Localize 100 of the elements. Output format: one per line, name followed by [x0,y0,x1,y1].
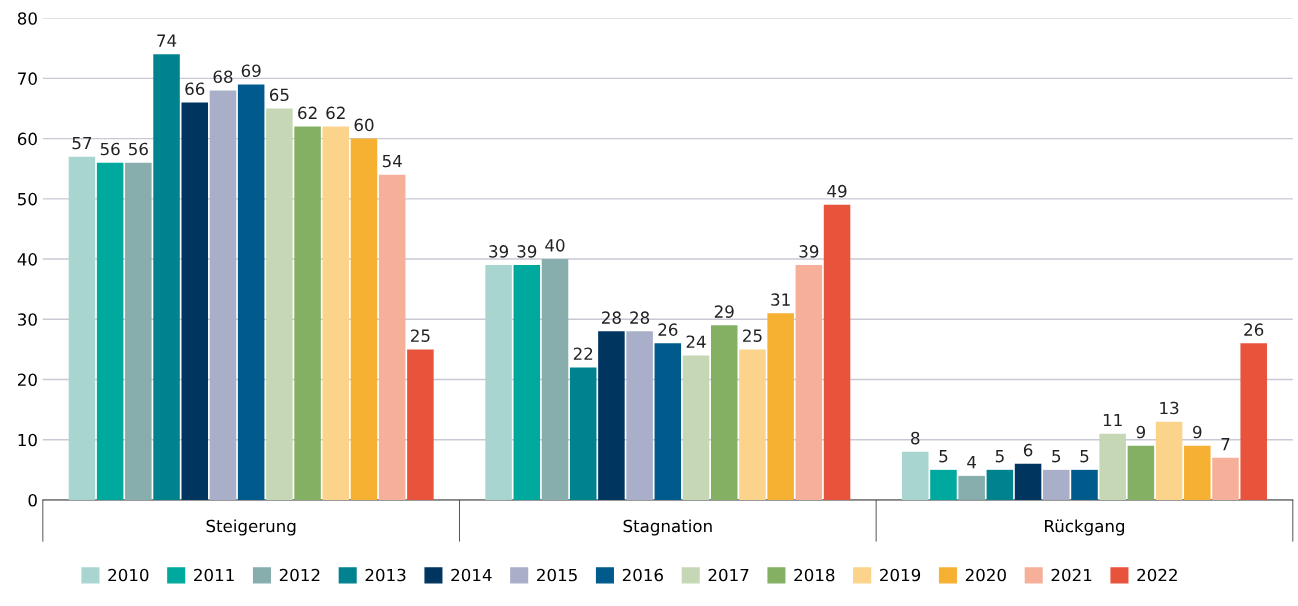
data-label: 11 [1103,413,1122,427]
data-label: 54 [382,154,402,168]
data-label: 39 [799,245,819,258]
y-tick-label: 40 [17,253,37,266]
x-tick-label: Rückgang [1045,519,1125,536]
bar [901,451,929,500]
data-label: 56 [129,142,148,156]
data-label: 57 [72,136,92,150]
bar [378,174,406,500]
bar [68,156,96,500]
legend-label: 2010 [108,568,149,582]
bar [1014,463,1042,500]
legend-label: 2015 [537,568,577,582]
data-label: 9 [1136,425,1146,439]
y-tick-label: 30 [18,313,37,326]
data-label: 5 [939,450,948,463]
legend-label: 2012 [279,568,320,582]
data-label: 25 [743,329,762,342]
bar [1043,469,1070,500]
bar [1212,457,1239,500]
data-label: 31 [771,293,790,306]
bar [1184,445,1211,500]
bar [125,162,152,500]
bar [513,265,541,500]
bar [1071,469,1098,500]
data-label: 69 [241,64,261,78]
y-tick-label: 0 [28,493,37,507]
bar [986,469,1014,500]
data-label: 39 [517,245,537,258]
legend-label: 2021 [1051,568,1092,582]
data-label: 5 [995,450,1004,463]
data-label: 5 [1052,450,1061,463]
y-tick-label: 80 [17,12,37,25]
data-label: 7 [1221,438,1230,451]
data-label: 6 [1023,443,1033,457]
data-label: 28 [602,311,621,324]
legend-label: 2016 [622,568,663,582]
y-tick-label: 10 [18,433,37,447]
data-label: 5 [1080,450,1089,463]
data-label: 66 [185,82,205,96]
data-label: 68 [213,70,233,84]
bar [485,265,512,500]
bar [541,259,569,500]
data-label: 62 [298,106,317,120]
y-tick-label: 60 [17,132,37,146]
legend-label: 2019 [880,568,921,582]
bar [654,343,682,500]
bar [569,367,597,500]
legend-label: 2020 [965,568,1006,582]
bar [294,126,321,500]
bar [96,162,124,500]
data-label: 25 [411,329,430,342]
legend-label: 2014 [451,568,492,582]
data-label: 40 [545,239,565,252]
data-label: 74 [157,34,177,47]
data-label: 24 [686,335,706,348]
bar [209,90,237,500]
bar [266,108,293,500]
bar [322,126,350,500]
data-label: 56 [100,142,120,156]
data-label: 62 [326,106,345,120]
legend-label: 2022 [1137,568,1177,582]
data-label: 4 [967,456,977,469]
bar [1127,445,1155,500]
bar [795,265,823,500]
bar [767,313,794,500]
data-label: 49 [827,184,847,198]
data-label: 26 [1244,323,1264,336]
data-label: 22 [573,347,593,360]
y-tick-label: 50 [18,192,37,206]
bar [1155,421,1183,500]
data-label: 9 [1193,425,1202,439]
y-tick-label: 20 [17,373,37,387]
bar [1099,433,1126,500]
bar [350,138,378,500]
bar [958,475,985,500]
legend-label: 2013 [365,568,406,582]
data-label: 29 [714,305,734,318]
data-label: 26 [658,323,678,336]
bar [1240,343,1267,500]
bar [710,325,738,500]
bar [682,355,710,500]
x-tick-label: Stagnation [623,519,712,536]
bar [237,84,265,500]
data-label: 13 [1160,401,1179,415]
legend-label: 2017 [708,568,749,582]
data-label: 8 [911,431,920,445]
bar [626,331,653,500]
y-tick-label: 70 [18,72,37,85]
bar [739,349,766,500]
data-label: 60 [354,118,374,132]
bar [598,331,625,500]
bar [407,349,434,500]
data-label: 28 [630,311,650,324]
data-label: 65 [269,88,289,102]
data-label: 39 [489,245,509,258]
bar [930,469,957,500]
legend-label: 2018 [794,568,835,582]
bar [153,54,180,500]
x-tick-label: Steigerung [206,519,296,536]
